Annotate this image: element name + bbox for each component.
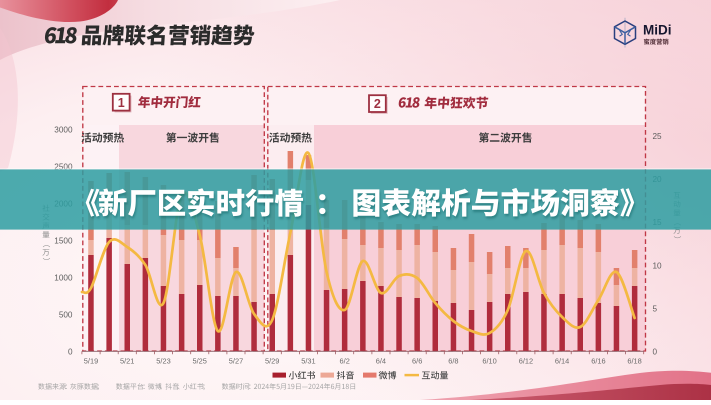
svg-text:5/23: 5/23 [156, 357, 170, 366]
svg-text:6/14: 6/14 [555, 357, 569, 366]
svg-text:2: 2 [374, 97, 381, 111]
svg-text:10: 10 [653, 261, 663, 270]
svg-text:6/4: 6/4 [376, 357, 386, 366]
svg-text:0: 0 [653, 348, 658, 357]
svg-text:6/16: 6/16 [591, 357, 605, 366]
svg-text:6/8: 6/8 [448, 357, 458, 366]
svg-text:MiDi: MiDi [643, 23, 672, 38]
svg-text:5/27: 5/27 [229, 357, 243, 366]
svg-text:2500: 2500 [54, 163, 73, 172]
svg-text:5/29: 5/29 [265, 357, 279, 366]
svg-text:6/2: 6/2 [340, 357, 350, 366]
svg-text:3000: 3000 [54, 126, 73, 135]
svg-text:6/18: 6/18 [627, 357, 641, 366]
svg-text:25: 25 [653, 132, 663, 141]
svg-text:1000: 1000 [54, 274, 73, 283]
svg-text:1: 1 [118, 96, 125, 110]
svg-text:0: 0 [68, 348, 73, 357]
svg-text:5/21: 5/21 [120, 357, 134, 366]
svg-text:6/12: 6/12 [519, 357, 533, 366]
svg-text:5/19: 5/19 [84, 357, 98, 366]
svg-text:6/6: 6/6 [412, 357, 422, 366]
svg-text:5/25: 5/25 [193, 357, 207, 366]
svg-text:6/10: 6/10 [482, 357, 496, 366]
svg-text:1500: 1500 [54, 237, 73, 246]
svg-text:5/31: 5/31 [301, 357, 315, 366]
svg-text:5: 5 [653, 304, 658, 313]
svg-text:500: 500 [59, 311, 73, 320]
